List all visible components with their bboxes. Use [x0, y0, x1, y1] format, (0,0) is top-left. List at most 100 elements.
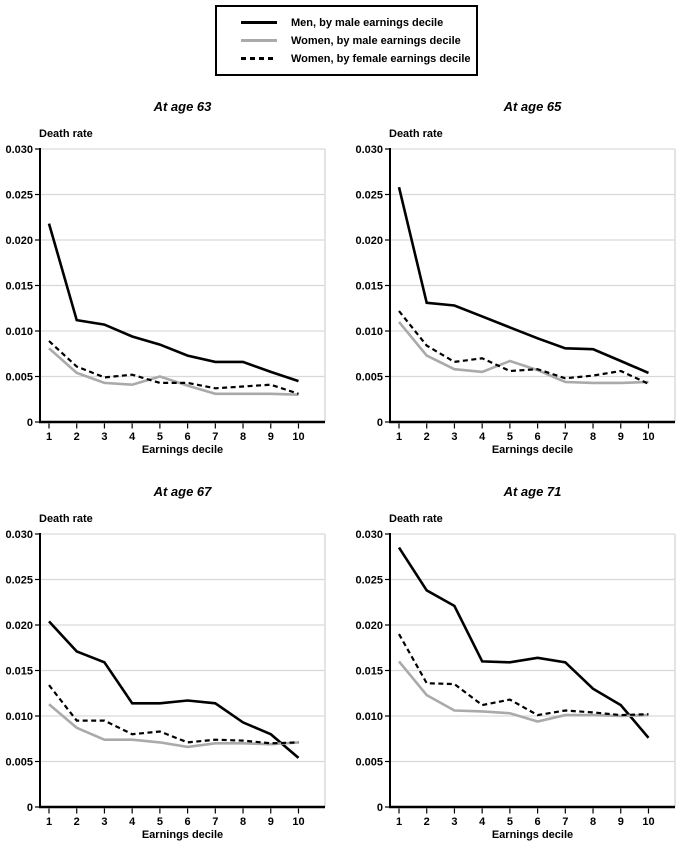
y-tick-label: 0.025 [355, 575, 383, 587]
line-chart-age-71: 0 0.005 0.010 0.015 0.020 0.025 0.030 1 2 3 4 5 6 7 8 9… [355, 529, 676, 828]
y-tick-label: 0.005 [355, 757, 383, 769]
y-tick-label: 0.015 [5, 281, 33, 293]
y-tick-label: 0.020 [5, 620, 33, 632]
y-tick-label: 0.025 [5, 190, 33, 202]
y-tick-label: 0.020 [355, 620, 383, 632]
x-tick-label: 3 [101, 431, 107, 443]
x-tick-label: 5 [157, 816, 163, 828]
series-line-2 [398, 633, 649, 717]
x-tick-label: 3 [451, 816, 457, 828]
x-tick-label: 5 [157, 431, 163, 443]
x-tick-label: 7 [212, 431, 218, 443]
x-tick-label: 7 [562, 431, 568, 443]
chart-title: At age 63 [153, 99, 212, 114]
line-chart-age-63: 0 0.005 0.010 0.015 0.020 0.025 0.030 1 2 3 4 5 6 7 8 9… [5, 144, 326, 443]
x-tick-label: 4 [479, 816, 486, 828]
line-chart-age-67: 0 0.005 0.010 0.015 0.020 0.025 0.030 1 2 3 4 5 6 7 8 9… [5, 529, 326, 828]
x-tick-label: 1 [396, 431, 402, 443]
x-tick-label: 6 [535, 431, 541, 443]
y-tick-label: 0 [377, 802, 383, 814]
y-tick-label: 0.030 [5, 529, 33, 541]
chart-panel-age-63: 0 0.005 0.010 0.015 0.020 0.025 0.030 1 2 3 4 5 6 7 8 9… [0, 95, 350, 467]
series-line-1 [397, 660, 649, 723]
x-tick-label: 8 [240, 816, 246, 828]
y-axis-label: Death rate [39, 128, 93, 140]
x-tick-label: 7 [562, 816, 568, 828]
y-tick-label: 0.030 [355, 144, 383, 156]
y-axis-label: Death rate [389, 513, 443, 525]
y-tick-label: 0.030 [5, 144, 33, 156]
y-tick-label: 0 [27, 417, 33, 429]
y-tick-label: 0.010 [355, 326, 383, 338]
legend-label: Women, by female earnings decile [291, 52, 471, 65]
x-tick-label: 6 [185, 431, 191, 443]
y-tick-label: 0.010 [5, 711, 33, 723]
chart-title: At age 71 [503, 484, 562, 499]
x-tick-label: 2 [424, 431, 430, 443]
legend-swatch-dashed-black-line [241, 57, 277, 60]
chart-panel-age-67: 0 0.005 0.010 0.015 0.020 0.025 0.030 1 2 3 4 5 6 7 8 9… [0, 480, 350, 852]
legend: Men, by male earnings decile Women, by m… [215, 5, 478, 76]
legend-item: Women, by female earnings decile [241, 53, 476, 65]
x-tick-label: 6 [535, 816, 541, 828]
legend-item: Men, by male earnings decile [241, 17, 476, 29]
series-line-2 [398, 310, 649, 385]
y-axis-label: Death rate [39, 513, 93, 525]
x-tick-label: 10 [642, 431, 654, 443]
x-tick-label: 3 [451, 431, 457, 443]
line-chart-age-65: 0 0.005 0.010 0.015 0.020 0.025 0.030 1 2 3 4 5 6 7 8 9… [355, 144, 676, 443]
series-line-2 [48, 340, 299, 395]
y-tick-label: 0.005 [355, 372, 383, 384]
series-line-0 [48, 620, 300, 759]
x-tick-label: 9 [618, 431, 624, 443]
x-tick-label: 9 [268, 431, 274, 443]
series-line-1 [48, 347, 299, 396]
x-tick-label: 8 [590, 816, 596, 828]
x-axis-label: Earnings decile [491, 829, 574, 841]
series-line-1 [48, 703, 299, 749]
x-tick-label: 8 [590, 431, 596, 443]
y-tick-label: 0 [27, 802, 33, 814]
x-tick-label: 5 [507, 816, 513, 828]
legend-swatch-solid-black-line [241, 21, 277, 24]
y-tick-label: 0 [377, 417, 383, 429]
legend-label: Men, by male earnings decile [291, 16, 444, 29]
x-tick-label: 7 [212, 816, 218, 828]
y-tick-label: 0.005 [5, 372, 33, 384]
y-tick-label: 0.015 [5, 666, 33, 678]
x-tick-label: 5 [507, 431, 513, 443]
x-tick-label: 1 [46, 431, 52, 443]
series-line-2 [48, 684, 299, 745]
x-tick-label: 4 [129, 431, 136, 443]
x-tick-label: 2 [424, 816, 430, 828]
legend-item: Women, by male earnings decile [241, 35, 476, 47]
x-tick-label: 9 [268, 816, 274, 828]
y-tick-label: 0.030 [355, 529, 383, 541]
series-line-0 [47, 223, 299, 383]
legend-swatch-solid-gray-line [241, 39, 277, 42]
y-tick-label: 0.025 [5, 575, 33, 587]
x-tick-label: 1 [396, 816, 402, 828]
legend-label: Women, by male earnings decile [291, 34, 461, 47]
x-axis-label: Earnings decile [141, 444, 224, 456]
series-line-0 [397, 186, 650, 375]
x-axis-label: Earnings decile [141, 829, 224, 841]
y-tick-label: 0.020 [355, 235, 383, 247]
y-axis-label: Death rate [389, 128, 443, 140]
y-tick-label: 0.010 [5, 326, 33, 338]
x-tick-label: 10 [292, 816, 304, 828]
x-tick-label: 9 [618, 816, 624, 828]
x-tick-label: 1 [46, 816, 52, 828]
y-tick-label: 0.005 [5, 757, 33, 769]
chart-panel-age-65: 0 0.005 0.010 0.015 0.020 0.025 0.030 1 2 3 4 5 6 7 8 9… [350, 95, 700, 467]
y-tick-label: 0.015 [355, 666, 383, 678]
series-line-1 [397, 321, 649, 385]
chart-panel-age-71: 0 0.005 0.010 0.015 0.020 0.025 0.030 1 2 3 4 5 6 7 8 9… [350, 480, 700, 852]
x-tick-label: 2 [74, 431, 80, 443]
x-tick-label: 10 [292, 431, 304, 443]
x-tick-label: 6 [185, 816, 191, 828]
y-tick-label: 0.015 [355, 281, 383, 293]
y-tick-label: 0.025 [355, 190, 383, 202]
x-tick-label: 8 [240, 431, 246, 443]
